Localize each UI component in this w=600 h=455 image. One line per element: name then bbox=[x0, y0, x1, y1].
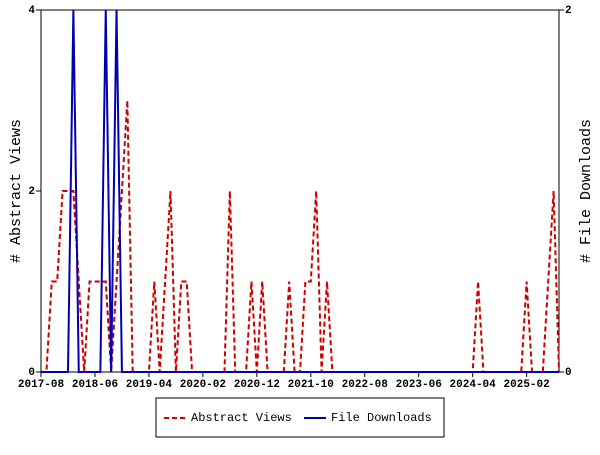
legend-label: File Downloads bbox=[331, 411, 432, 425]
x-tick-label: 2020-12 bbox=[234, 379, 280, 391]
legend-label: Abstract Views bbox=[191, 411, 292, 425]
y-tick-label: 0 bbox=[28, 367, 35, 379]
x-tick-label: 2020-02 bbox=[180, 379, 226, 391]
y2-tick-label: 2 bbox=[565, 5, 572, 17]
x-tick-label: 2017-08 bbox=[18, 379, 65, 391]
legend-box bbox=[155, 397, 445, 438]
y-tick-label: 2 bbox=[28, 186, 35, 198]
y-tick-label: 4 bbox=[28, 5, 35, 17]
series-line bbox=[41, 9, 559, 373]
x-tick-label: 2023-06 bbox=[396, 379, 442, 391]
x-tick-label: 2018-06 bbox=[72, 379, 118, 391]
y2-tick-label: 0 bbox=[565, 367, 572, 379]
y-axis-title: # Abstract Views bbox=[8, 119, 25, 263]
x-tick-label: 2022-08 bbox=[342, 379, 389, 391]
x-tick-label: 2025-02 bbox=[504, 379, 550, 391]
y2-axis-title: # File Downloads bbox=[578, 119, 595, 263]
x-tick-label: 2019-04 bbox=[126, 379, 173, 391]
x-tick-label: 2021-10 bbox=[288, 379, 334, 391]
x-tick-label: 2024-04 bbox=[450, 379, 497, 391]
